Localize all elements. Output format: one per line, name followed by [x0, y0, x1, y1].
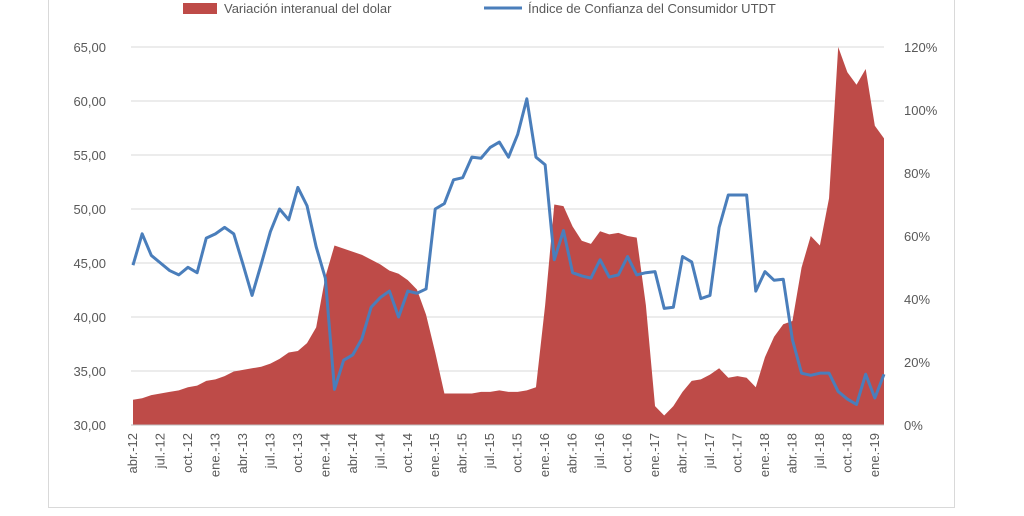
y-right-tick-label: 60% [904, 229, 930, 244]
x-tick-label: abr.-14 [345, 433, 360, 473]
x-tick-label: ene.-13 [207, 433, 222, 477]
x-tick-label: abr.-18 [784, 433, 799, 473]
x-tick-label: jul.-16 [592, 433, 607, 469]
x-tick-label: jul.-12 [152, 433, 167, 469]
x-tick-label: oct.-15 [510, 433, 525, 473]
x-tick-label: ene.-17 [647, 433, 662, 477]
line-series-confianza [131, 97, 886, 406]
y-right-tick-label: 120% [904, 40, 938, 55]
x-tick-label: ene.-18 [757, 433, 772, 477]
x-tick-label: jul.-15 [482, 433, 497, 469]
y-left-tick-label: 65,00 [73, 40, 106, 55]
x-tick-label: oct.-17 [729, 433, 744, 473]
y-right-tick-label: 20% [904, 355, 930, 370]
x-tick-label: jul.-13 [262, 433, 277, 469]
legend: Variación interanual del dolar Índice de… [183, 1, 776, 16]
y-left-tick-label: 60,00 [73, 94, 106, 109]
x-tick-label: abr.-15 [455, 433, 470, 473]
left-axis: 30,00 35,00 40,00 45,00 50,00 55,00 60,00 65,00 [73, 40, 106, 433]
x-tick-label: jul.-17 [702, 433, 717, 469]
legend-label-dolar: Variación interanual del dolar [224, 1, 392, 16]
area-layer [133, 47, 884, 425]
y-left-tick-label: 55,00 [73, 148, 106, 163]
y-left-tick-label: 35,00 [73, 364, 106, 379]
y-right-tick-label: 80% [904, 166, 930, 181]
line-layer [131, 97, 886, 406]
y-left-tick-label: 45,00 [73, 256, 106, 271]
area-series-dolar [133, 47, 884, 425]
x-tick-label: abr.-16 [565, 433, 580, 473]
x-tick-label: oct.-18 [839, 433, 854, 473]
legend-label-confianza: Índice de Confianza del Consumidor UTDT [528, 1, 776, 16]
x-tick-label: abr.-17 [675, 433, 690, 473]
y-left-tick-label: 50,00 [73, 202, 106, 217]
y-right-tick-label: 40% [904, 292, 930, 307]
x-tick-label: abr.-13 [235, 433, 250, 473]
y-right-tick-label: 0% [904, 418, 923, 433]
x-tick-label: jul.-14 [372, 433, 387, 469]
x-tick-label: abr.-12 [125, 433, 140, 473]
x-axis: abr.-12 jul.-12 oct.-12 ene.-13 abr.-13 jul.-… [125, 424, 884, 477]
x-tick-label: jul.-18 [812, 433, 827, 469]
right-axis: 0% 20% 40% 60% 80% 100% 120% [904, 40, 938, 433]
y-left-tick-label: 30,00 [73, 418, 106, 433]
x-tick-label: oct.-16 [620, 433, 635, 473]
legend-swatch-dolar [183, 3, 217, 14]
x-tick-label: ene.-19 [867, 433, 882, 477]
x-tick-label: ene.-16 [537, 433, 552, 477]
y-right-tick-label: 100% [904, 103, 938, 118]
x-tick-label: oct.-12 [180, 433, 195, 473]
x-tick-label: ene.-14 [317, 433, 332, 477]
x-tick-label: oct.-13 [290, 433, 305, 473]
x-tick-label: ene.-15 [427, 433, 442, 477]
y-left-tick-label: 40,00 [73, 310, 106, 325]
x-tick-label: oct.-14 [400, 433, 415, 473]
